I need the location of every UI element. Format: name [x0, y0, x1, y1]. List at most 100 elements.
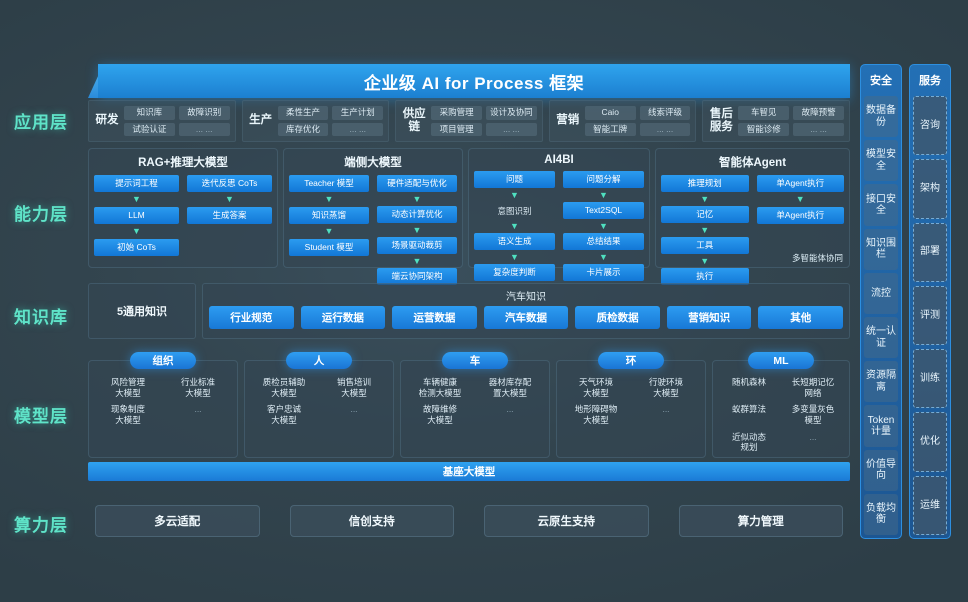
capability-item[interactable]: Student 模型	[289, 239, 369, 256]
knowledge-chip[interactable]: 运行数据	[300, 306, 386, 329]
service-rail-item[interactable]: 咨询	[913, 96, 947, 156]
capability-item[interactable]: 初始 CoTs	[94, 239, 179, 256]
compute-button[interactable]: 信创支持	[289, 505, 454, 537]
app-cell[interactable]: 故障识别	[178, 106, 230, 120]
knowledge-chip[interactable]: 营销知识	[666, 306, 752, 329]
security-rail-item[interactable]: 模型安全	[864, 140, 898, 182]
model-cell[interactable]: 现象制度 大模型	[110, 404, 145, 425]
model-cell[interactable]: 行驶环境 大模型	[648, 377, 683, 398]
knowledge-chip[interactable]: 其他	[758, 306, 844, 329]
capability-item[interactable]: 单Agent执行	[756, 207, 844, 224]
compute-button[interactable]: 算力管理	[678, 505, 843, 537]
capability-item[interactable]: 单Agent执行	[756, 175, 844, 192]
model-cell[interactable]: 随机森林	[731, 377, 766, 387]
capability-columns: 提示词工程 ▼ LLM ▼ 初始 CoTs 迭代反思 CoTs ▼ 生成答案	[94, 175, 272, 267]
app-cell[interactable]: 故障预警	[793, 106, 844, 120]
capability-item[interactable]: 生成答案	[187, 207, 272, 224]
capability-item[interactable]: 知识蒸馏	[289, 207, 369, 224]
capability-item[interactable]: 复杂度判断	[474, 264, 555, 281]
capability-item[interactable]: 端云协同架构	[377, 268, 457, 285]
capability-item[interactable]: 推理规划	[661, 175, 749, 192]
knowledge-chip[interactable]: 行业规范	[209, 306, 294, 329]
model-cell[interactable]: ...	[506, 404, 514, 415]
knowledge-chip[interactable]: 质检数据	[575, 306, 660, 329]
capability-item[interactable]: LLM	[94, 207, 179, 224]
app-cell[interactable]: 柔性生产	[277, 106, 329, 120]
app-cell[interactable]: ... ...	[332, 122, 384, 136]
app-cell[interactable]: ... ...	[485, 122, 537, 136]
app-cell[interactable]: 智能诊修	[738, 122, 790, 136]
model-cell[interactable]: 风险管理 大模型	[110, 377, 145, 398]
capability-item[interactable]: 卡片展示	[563, 264, 644, 281]
model-cell[interactable]: 客户忠诚 大模型	[266, 404, 301, 425]
capability-item[interactable]: Teacher 模型	[289, 175, 369, 192]
capability-item[interactable]: 迭代反思 CoTs	[187, 175, 272, 192]
app-cell[interactable]: 项目管理	[431, 122, 482, 136]
model-cell[interactable]: 行业标准 大模型	[180, 377, 215, 398]
capability-item[interactable]: 意图识别	[497, 205, 532, 216]
security-rail-item[interactable]: Token计量	[864, 405, 898, 447]
capability-item[interactable]: 执行	[661, 268, 749, 285]
model-cell[interactable]: 蚁群算法	[731, 404, 766, 415]
compute-button[interactable]: 多云适配	[95, 505, 260, 537]
model-cell[interactable]: 近似动态 规划	[731, 431, 766, 453]
model-cell[interactable]: 器材库存配 置大模型	[488, 377, 532, 398]
app-cell[interactable]: 智能工牌	[584, 122, 636, 136]
app-cell[interactable]: ... ...	[793, 122, 844, 136]
model-cell[interactable]: ...	[662, 404, 670, 415]
security-rail-item[interactable]: 资源隔离	[864, 361, 898, 403]
compute-button[interactable]: 云原生支持	[484, 505, 649, 537]
model-cell[interactable]: 多变量灰色 模型	[791, 404, 835, 425]
app-cell[interactable]: ... ...	[178, 122, 230, 136]
service-rail-item[interactable]: 优化	[913, 412, 947, 472]
model-cell[interactable]: 天气环境 大模型	[578, 377, 613, 398]
security-rail-item[interactable]: 流控	[864, 272, 898, 315]
knowledge-chip[interactable]: 汽车数据	[483, 306, 569, 329]
knowledge-chip[interactable]: 运营数据	[392, 306, 477, 329]
service-rail-item[interactable]: 部署	[913, 222, 947, 282]
security-rail-item[interactable]: 数据备份	[864, 96, 898, 138]
model-cell[interactable]: 长短期记忆 网络	[791, 377, 835, 398]
app-cell[interactable]: 设计及协同	[485, 106, 537, 120]
app-cell[interactable]: 车智见	[738, 106, 790, 120]
app-cell[interactable]: ... ...	[639, 122, 691, 136]
app-cell[interactable]: 知识库	[124, 106, 175, 120]
security-rail-item[interactable]: 知识围栏	[864, 228, 898, 270]
arrow-down-icon: ▼	[599, 252, 608, 262]
app-group-name: 供应链	[402, 107, 426, 133]
model-cell[interactable]: 销售培训 大模型	[336, 377, 371, 398]
app-cell[interactable]: Caio	[584, 106, 636, 120]
app-cell[interactable]: 生产计划	[332, 106, 384, 120]
capability-item[interactable]: Text2SQL	[563, 202, 644, 219]
model-cell[interactable]: ...	[194, 404, 202, 415]
capability-item[interactable]: 语义生成	[474, 233, 555, 250]
capability-item[interactable]: 工具	[661, 237, 749, 254]
service-rail-item[interactable]: 架构	[913, 159, 947, 219]
app-cell[interactable]: 试验认证	[124, 122, 175, 136]
arrow-down-icon: ▼	[132, 194, 141, 204]
capability-item[interactable]: 提示词工程	[94, 175, 179, 192]
capability-item[interactable]: 问题分解	[563, 171, 644, 188]
security-rail-item[interactable]: 接口安全	[864, 184, 898, 226]
model-cell[interactable]: 车辆健康 检测大模型	[418, 377, 462, 398]
security-rail-item[interactable]: 负载均衡	[864, 493, 898, 536]
capability-item[interactable]: 硬件适配与优化	[377, 175, 457, 192]
security-rail-item[interactable]: 统一认证	[864, 317, 898, 359]
service-rail-item[interactable]: 运维	[913, 475, 947, 535]
app-cell[interactable]: 库存优化	[277, 122, 329, 136]
service-rail-item[interactable]: 训练	[913, 349, 947, 409]
model-cell[interactable]: 故障维修 大模型	[422, 404, 457, 425]
model-cell[interactable]: 地形障碍物 大模型	[574, 404, 618, 425]
model-cell[interactable]: ...	[350, 404, 358, 415]
capability-item[interactable]: 问题	[474, 171, 555, 188]
model-cell[interactable]: 质检员辅助 大模型	[262, 377, 306, 398]
capability-item[interactable]: 动态计算优化	[377, 206, 457, 223]
service-rail-item[interactable]: 评测	[913, 285, 947, 346]
app-cell[interactable]: 线索评级	[639, 106, 691, 120]
capability-item[interactable]: 记忆	[661, 206, 749, 223]
security-rail-item[interactable]: 价值导向	[864, 449, 898, 491]
app-cell[interactable]: 采购管理	[431, 106, 482, 120]
capability-item[interactable]: 总结结果	[563, 233, 644, 250]
capability-item[interactable]: 场景驱动裁剪	[377, 237, 457, 254]
model-cell[interactable]: ...	[809, 431, 817, 442]
